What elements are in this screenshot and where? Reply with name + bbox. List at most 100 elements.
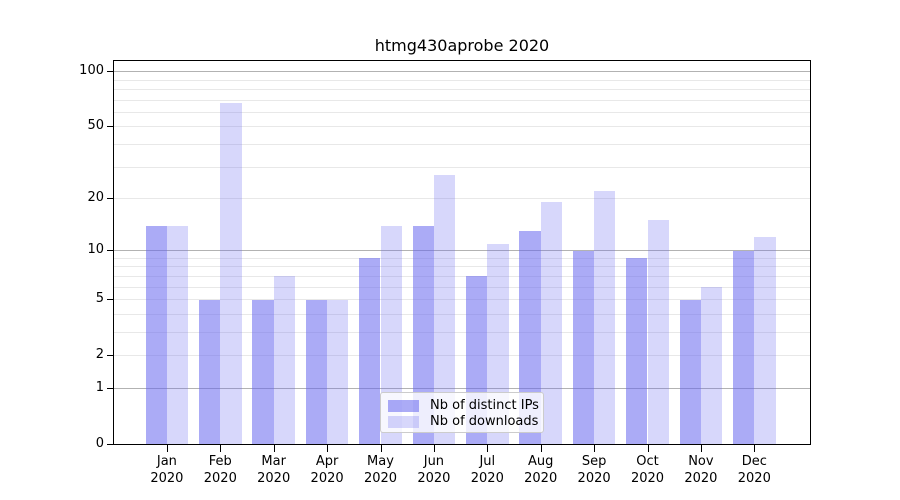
gridline-minor-5: [114, 298, 810, 300]
bar-downloads-mar: [273, 276, 296, 444]
bar-distinct-ips-nov: [679, 299, 701, 444]
plot-area: [113, 60, 811, 445]
bar-downloads-jan: [166, 225, 189, 444]
gridline-minor-40: [114, 144, 810, 145]
bar-distinct-ips-aug: [519, 231, 541, 444]
bar-distinct-ips-mar: [252, 299, 274, 444]
y-tick-label-0: 0: [95, 435, 104, 451]
x-tick-label-jan: Jan 2020: [135, 453, 199, 487]
x-tick-year-dec: 2020: [737, 470, 771, 486]
x-tick-label-oct: Oct 2020: [616, 453, 680, 487]
gridline-minor-50: [114, 126, 810, 128]
x-tick-label-may: May 2020: [349, 453, 413, 487]
y-tick-5: [107, 298, 114, 300]
x-tick-year-nov: 2020: [684, 470, 718, 486]
gridline-major-1: [114, 387, 810, 389]
x-tick-year-may: 2020: [363, 470, 398, 486]
gridline-minor-70: [114, 99, 810, 101]
legend: Nb of distinct IPs Nb of downloads: [380, 392, 544, 433]
chart-title: htmg430aprobe 2020: [374, 36, 550, 55]
y-tick-1: [107, 387, 114, 389]
x-tick-year-sep: 2020: [577, 470, 611, 486]
legend-label-distinct-ips: Nb of distinct IPs: [430, 398, 539, 413]
bar-downloads-dec: [754, 237, 776, 444]
gridline-minor-8: [114, 266, 810, 268]
x-tick-apr: [327, 444, 329, 452]
x-tick-label-apr: Apr 2020: [295, 453, 359, 487]
legend-label-downloads: Nb of downloads: [430, 414, 539, 429]
x-tick-label-sep: Sep 2020: [562, 453, 626, 487]
x-tick-label-mar: Mar 2020: [242, 453, 306, 487]
bar-downloads-nov: [700, 287, 723, 444]
legend-item-distinct-ips: Nb of distinct IPs: [388, 398, 539, 414]
bar-distinct-ips-dec: [732, 250, 755, 444]
x-tick-year-jun: 2020: [417, 470, 451, 486]
x-tick-year-apr: 2020: [310, 470, 344, 486]
bar-distinct-ips-sep: [572, 250, 595, 444]
bar-distinct-ips-oct: [626, 258, 648, 444]
y-tick-label-50: 50: [87, 118, 104, 134]
gridline-minor-4: [114, 313, 810, 315]
y-tick-50: [107, 126, 114, 128]
y-tick-label-10: 10: [87, 242, 104, 258]
gridline-major-100: [114, 71, 810, 73]
x-tick-dec: [754, 444, 756, 452]
x-tick-label-aug: Aug 2020: [509, 453, 573, 487]
x-tick-label-jul: Jul 2020: [455, 453, 519, 487]
bar-downloads-apr: [327, 299, 349, 444]
y-tick-10: [107, 250, 114, 252]
x-tick-sep: [594, 444, 596, 452]
y-tick-label-100: 100: [79, 63, 104, 79]
gridline-minor-7: [114, 275, 810, 277]
bar-downloads-aug: [540, 202, 563, 444]
gridline-minor-20: [114, 197, 810, 199]
x-tick-jul: [487, 444, 489, 452]
x-tick-nov: [700, 444, 702, 452]
gridline-minor-90: [114, 79, 810, 81]
x-tick-label-jun: Jun 2020: [402, 453, 466, 487]
legend-swatch-distinct-ips: [388, 400, 419, 412]
gridline-minor-80: [114, 89, 810, 91]
x-tick-year-aug: 2020: [524, 470, 558, 486]
x-tick-year-jan: 2020: [150, 470, 184, 486]
legend-swatch-downloads: [388, 416, 419, 428]
gridline-minor-6: [114, 286, 810, 288]
bar-downloads-oct: [647, 220, 669, 444]
legend-item-downloads: Nb of downloads: [388, 414, 539, 430]
y-tick-20: [107, 197, 114, 199]
y-tick-100: [107, 71, 114, 73]
bar-distinct-ips-feb: [198, 299, 221, 444]
bar-downloads-may: [380, 225, 402, 444]
bar-distinct-ips-jan: [145, 225, 167, 444]
bar-distinct-ips-apr: [305, 299, 328, 444]
y-tick-0: [107, 443, 114, 445]
bar-downloads-jun: [433, 175, 456, 444]
x-tick-year-mar: 2020: [257, 470, 291, 486]
y-tick-2: [107, 354, 114, 356]
x-tick-label-feb: Feb 2020: [188, 453, 252, 487]
x-tick-jan: [166, 444, 168, 452]
x-tick-aug: [540, 444, 542, 452]
gridline-minor-2: [114, 354, 810, 356]
gridline-major-10: [114, 250, 810, 252]
gridline-minor-60: [114, 111, 810, 113]
y-tick-label-2: 2: [95, 346, 104, 362]
gridline-minor-3: [114, 331, 810, 333]
x-tick-oct: [647, 444, 649, 452]
gridline-minor-30: [114, 166, 810, 168]
bar-downloads-feb: [220, 102, 242, 444]
bar-downloads-sep: [594, 191, 616, 444]
bar-distinct-ips-may: [359, 258, 381, 444]
bar-distinct-ips-jun: [412, 225, 434, 444]
y-tick-label-20: 20: [87, 189, 104, 205]
x-tick-mar: [273, 444, 275, 452]
y-tick-label-5: 5: [95, 290, 104, 306]
gridline-minor-9: [114, 257, 810, 259]
x-tick-year-feb: 2020: [203, 470, 237, 486]
x-tick-feb: [220, 444, 222, 452]
x-tick-jun: [433, 444, 435, 452]
x-tick-year-jul: 2020: [470, 470, 504, 486]
x-tick-label-dec: Dec 2020: [722, 453, 786, 487]
x-tick-may: [380, 444, 382, 452]
